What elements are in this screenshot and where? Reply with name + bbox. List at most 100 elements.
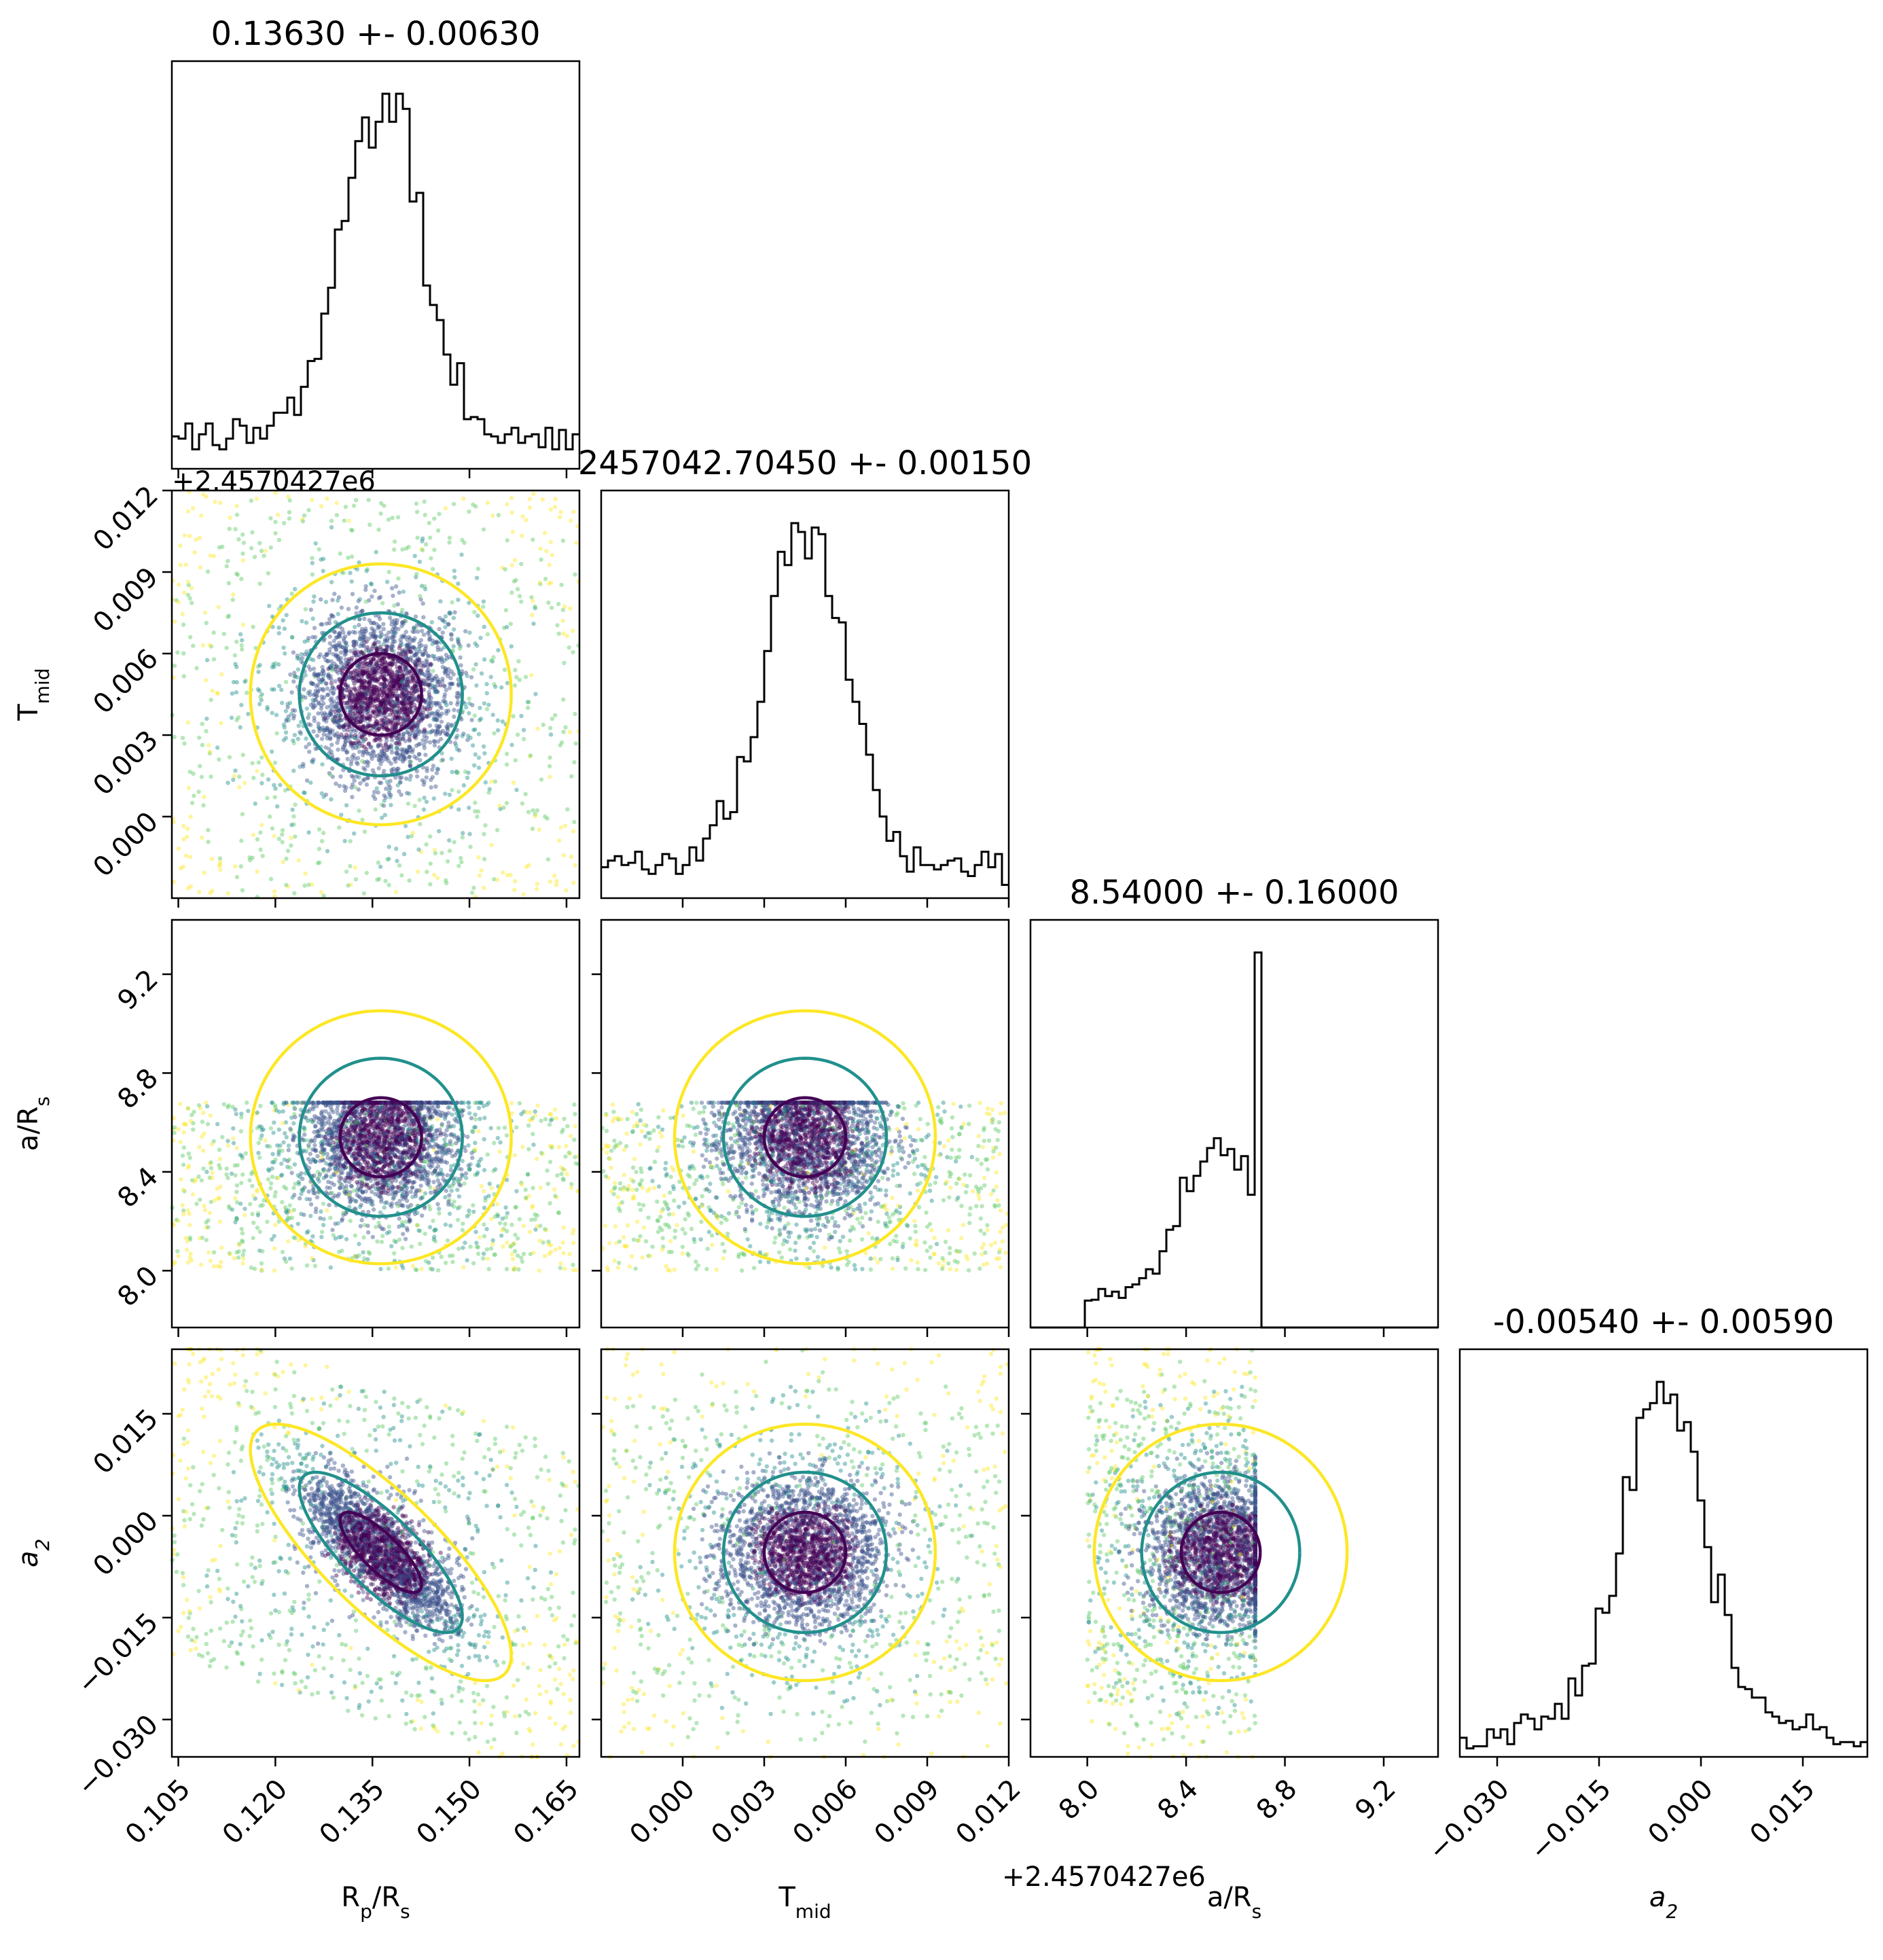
scatter-point bbox=[202, 610, 208, 615]
scatter-point bbox=[449, 1164, 454, 1169]
scatter-point bbox=[330, 685, 335, 690]
scatter-point bbox=[265, 796, 270, 800]
scatter-point bbox=[526, 1123, 531, 1128]
scatter-point bbox=[260, 1249, 265, 1254]
scatter-point bbox=[400, 607, 405, 612]
scatter-point bbox=[383, 757, 389, 762]
scatter-point bbox=[370, 683, 374, 688]
scatter-point bbox=[327, 747, 331, 751]
scatter-point bbox=[347, 734, 352, 738]
scatter-point bbox=[215, 691, 220, 696]
scatter-point bbox=[250, 855, 255, 860]
scatter-point bbox=[290, 807, 295, 813]
scatter-point bbox=[231, 1136, 236, 1141]
scatter-point bbox=[400, 547, 405, 552]
scatter-point bbox=[385, 692, 390, 697]
scatter-point bbox=[432, 684, 437, 689]
scatter-point bbox=[558, 825, 564, 830]
scatter-point bbox=[186, 1151, 191, 1156]
scatter-point bbox=[310, 556, 315, 560]
scatter-point bbox=[477, 873, 482, 878]
scatter-point bbox=[211, 554, 217, 558]
scatter-point bbox=[376, 613, 381, 619]
scatter-point bbox=[569, 1186, 574, 1190]
scatter-point bbox=[414, 730, 418, 735]
scatter-point bbox=[343, 735, 348, 741]
scatter-point bbox=[381, 754, 386, 759]
scatter-point bbox=[446, 1111, 451, 1116]
scatter-point bbox=[517, 594, 522, 599]
scatter-point bbox=[272, 687, 276, 692]
scatter-point bbox=[481, 1189, 486, 1194]
scatter-point bbox=[382, 677, 387, 682]
scatter-point bbox=[499, 685, 504, 690]
scatter-point bbox=[565, 807, 570, 812]
scatter-point bbox=[431, 796, 436, 801]
scatter-point bbox=[340, 668, 344, 673]
scatter-point bbox=[312, 718, 317, 724]
scatter-point bbox=[350, 709, 355, 713]
scatter-point bbox=[377, 876, 382, 882]
scatter-point bbox=[336, 747, 340, 752]
scatter-point bbox=[420, 778, 425, 783]
scatter-point bbox=[552, 874, 557, 878]
scatter-point bbox=[346, 518, 351, 523]
scatter-point bbox=[393, 775, 398, 780]
scatter-point bbox=[219, 672, 224, 677]
scatter-point bbox=[362, 683, 367, 688]
scatter-point bbox=[482, 1205, 487, 1211]
scatter-point bbox=[423, 662, 427, 668]
scatter-point bbox=[355, 679, 361, 683]
scatter-point bbox=[461, 783, 467, 788]
scatter-point bbox=[548, 774, 552, 779]
scatter-point bbox=[386, 517, 391, 522]
scatter-point bbox=[513, 878, 518, 884]
scatter-point bbox=[543, 1117, 548, 1122]
scatter-point bbox=[372, 629, 377, 634]
scatter-point bbox=[236, 1255, 241, 1260]
scatter-point bbox=[380, 711, 385, 715]
scatter-point bbox=[328, 736, 333, 742]
scatter-point bbox=[383, 684, 388, 689]
scatter-point bbox=[319, 503, 324, 509]
scatter-point bbox=[286, 1147, 291, 1153]
scatter-point bbox=[328, 666, 333, 671]
scatter-point bbox=[338, 644, 342, 649]
scatter-point bbox=[414, 1175, 419, 1180]
scatter-point bbox=[495, 877, 500, 883]
scatter-point bbox=[226, 891, 230, 896]
scatter-point bbox=[387, 699, 392, 705]
scatter-point bbox=[306, 507, 311, 513]
scatter-point bbox=[379, 1239, 384, 1245]
scatter-point bbox=[266, 1177, 271, 1182]
scatter-point bbox=[421, 743, 427, 747]
scatter-point bbox=[363, 767, 367, 772]
scatter-point bbox=[284, 718, 289, 724]
scatter-point bbox=[291, 650, 296, 655]
scatter-point bbox=[559, 582, 564, 588]
scatter-point bbox=[234, 503, 239, 508]
scatter-point bbox=[412, 754, 417, 759]
scatter-point bbox=[256, 1150, 261, 1156]
scatter-point bbox=[350, 755, 355, 760]
scatter-point bbox=[208, 891, 213, 895]
scatter-point bbox=[224, 1172, 229, 1177]
scatter-point bbox=[303, 607, 308, 611]
scatter-point bbox=[291, 1121, 296, 1126]
scatter-point bbox=[384, 580, 390, 584]
scatter-point bbox=[378, 666, 383, 672]
scatter-point bbox=[548, 732, 554, 737]
scatter-point bbox=[521, 736, 526, 742]
scatter-point bbox=[272, 1120, 276, 1125]
scatter-point bbox=[378, 738, 383, 743]
scatter-point bbox=[504, 800, 509, 806]
scatter-point bbox=[484, 691, 489, 696]
scatter-point bbox=[304, 778, 310, 783]
scatter-point bbox=[333, 1236, 338, 1241]
scatter-point bbox=[273, 1190, 278, 1195]
scatter-point bbox=[526, 700, 531, 705]
scatter-point bbox=[360, 681, 365, 685]
scatter-point bbox=[524, 1109, 529, 1115]
scatter-point bbox=[382, 768, 387, 774]
scatter-point bbox=[401, 753, 406, 758]
